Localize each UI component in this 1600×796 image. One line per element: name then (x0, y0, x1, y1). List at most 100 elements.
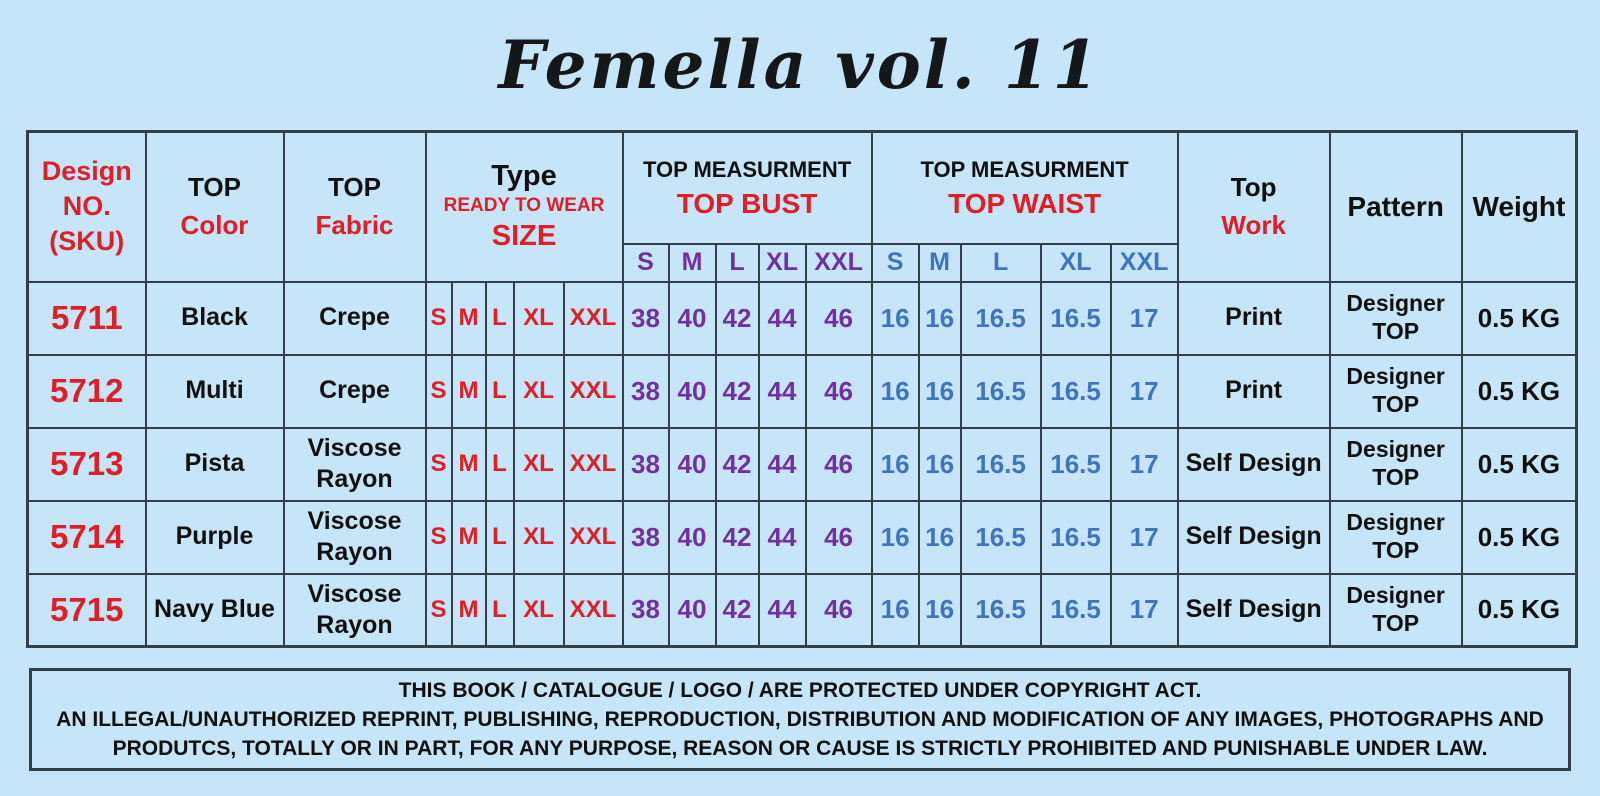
cell-type-size: S (424, 426, 453, 502)
cell-weight: 0.5 KG (1460, 353, 1578, 429)
cell-type-size: XL (512, 353, 565, 429)
cell-bust: 44 (757, 499, 807, 575)
cell-bust: 40 (667, 499, 717, 575)
cell-pattern: Designer TOP (1328, 353, 1463, 429)
header-bust-measurement-label: TOP MEASURMENT (642, 157, 852, 183)
header-waist-label: TOP WAIST (948, 188, 1102, 220)
cell-fabric: Crepe (282, 353, 427, 429)
cell-waist: 16 (870, 353, 920, 429)
cell-bust: 38 (621, 426, 670, 502)
cell-waist: 17 (1109, 499, 1179, 575)
cell-sku: 5713 (26, 426, 147, 502)
subheader-bust-size-s: S (621, 242, 670, 283)
cell-fabric: Crepe (282, 280, 427, 356)
cell-color: Purple (144, 499, 285, 575)
cell-pattern: Designer TOP (1328, 499, 1463, 575)
table-row-5715: 5715 Navy Blue Viscose Rayon S M L XL XX… (26, 572, 1578, 648)
cell-bust: 44 (757, 353, 807, 429)
cell-weight: 0.5 KG (1460, 280, 1578, 356)
cell-waist: 16.5 (1039, 499, 1112, 575)
header-waist-group: TOP MEASURMENT TOP WAIST (870, 130, 1179, 245)
cell-type-size: XL (512, 572, 565, 648)
cell-fabric: Viscose Rayon (282, 426, 427, 502)
cell-type-size: S (424, 353, 453, 429)
cell-pattern: Designer TOP (1328, 426, 1463, 502)
cell-fabric: Viscose Rayon (282, 499, 427, 575)
subheader-waist-size-l: L (959, 242, 1042, 283)
header-pattern: Pattern (1328, 130, 1463, 283)
cell-fabric: Viscose Rayon (282, 572, 427, 648)
header-top-work-line1: Top (1230, 172, 1277, 203)
subheader-waist-size-m: M (917, 242, 962, 283)
cell-type-size: XL (512, 426, 565, 502)
cell-bust: 38 (621, 572, 670, 648)
subheader-bust-size-m: M (667, 242, 717, 283)
cell-waist: 16 (917, 280, 962, 356)
cell-bust: 40 (667, 426, 717, 502)
cell-type-size: S (424, 572, 453, 648)
size-chart-table: Design NO. (SKU) TOP Color TOP Fabric Ty… (26, 130, 1579, 648)
cell-work: Self Design (1176, 426, 1331, 502)
cell-type-size: M (450, 280, 487, 356)
header-top-color: TOP Color (144, 130, 285, 283)
cell-bust: 46 (804, 572, 873, 648)
cell-bust: 46 (804, 280, 873, 356)
cell-weight: 0.5 KG (1460, 499, 1578, 575)
cell-work: Print (1176, 280, 1331, 356)
cell-waist: 16.5 (1039, 572, 1112, 648)
cell-type-size: XXL (562, 353, 624, 429)
cell-pattern: Designer TOP (1328, 280, 1463, 356)
cell-waist: 17 (1109, 426, 1179, 502)
cell-bust: 40 (667, 353, 717, 429)
header-bust-label: TOP BUST (676, 188, 818, 220)
subheader-waist-size-s: S (870, 242, 920, 283)
subheader-bust-size-l: L (714, 242, 760, 283)
cell-waist: 16.5 (959, 499, 1042, 575)
cell-type-size: L (484, 353, 515, 429)
cell-bust: 46 (804, 426, 873, 502)
cell-waist: 17 (1109, 280, 1179, 356)
copyright-line-2: AN ILLEGAL/UNAUTHORIZED REPRINT, PUBLISH… (56, 708, 1544, 731)
cell-sku: 5715 (26, 572, 147, 648)
subheader-bust-size-xl: XL (757, 242, 807, 283)
header-type-line2: READY TO WEAR (443, 195, 605, 217)
cell-type-size: M (450, 353, 487, 429)
cell-bust: 44 (757, 426, 807, 502)
cell-bust: 40 (667, 572, 717, 648)
cell-type-size: XL (512, 499, 565, 575)
brand-title: Femella vol. 11 (498, 26, 1102, 104)
header-bust-group: TOP MEASURMENT TOP BUST (621, 130, 873, 245)
table-row-5713: 5713 Pista Viscose Rayon S M L XL XXL 38… (26, 426, 1578, 502)
header-top-fabric-line1: TOP (328, 172, 381, 203)
cell-waist: 16.5 (959, 353, 1042, 429)
cell-waist: 17 (1109, 572, 1179, 648)
cell-color: Black (144, 280, 285, 356)
header-type-size: Type READY TO WEAR SIZE (424, 130, 624, 283)
cell-waist: 16.5 (959, 280, 1042, 356)
cell-waist: 16 (870, 426, 920, 502)
cell-sku: 5712 (26, 353, 147, 429)
cell-waist: 16 (917, 499, 962, 575)
cell-pattern: Designer TOP (1328, 572, 1463, 648)
cell-bust: 42 (714, 353, 760, 429)
header-waist-measurement-label: TOP MEASURMENT (920, 157, 1129, 183)
cell-color: Pista (144, 426, 285, 502)
header-top-work-line2: Work (1221, 209, 1286, 240)
cell-waist: 16 (870, 280, 920, 356)
table-row-5711: 5711 Black Crepe S M L XL XXL 38 40 42 4… (26, 280, 1578, 356)
cell-sku: 5711 (26, 280, 147, 356)
cell-sku: 5714 (26, 499, 147, 575)
cell-waist: 16 (917, 353, 962, 429)
cell-bust: 42 (714, 426, 760, 502)
header-type-line1: Type (491, 159, 557, 192)
cell-waist: 17 (1109, 353, 1179, 429)
header-top-color-line1: TOP (188, 172, 241, 203)
cell-bust: 42 (714, 280, 760, 356)
cell-bust: 44 (757, 572, 807, 648)
cell-type-size: XXL (562, 572, 624, 648)
cell-type-size: M (450, 426, 487, 502)
copyright-line-3: PRODUTCS, TOTALLY OR IN PART, FOR ANY PU… (112, 737, 1488, 760)
cell-work: Self Design (1176, 572, 1331, 648)
header-top-work: Top Work (1176, 130, 1331, 283)
